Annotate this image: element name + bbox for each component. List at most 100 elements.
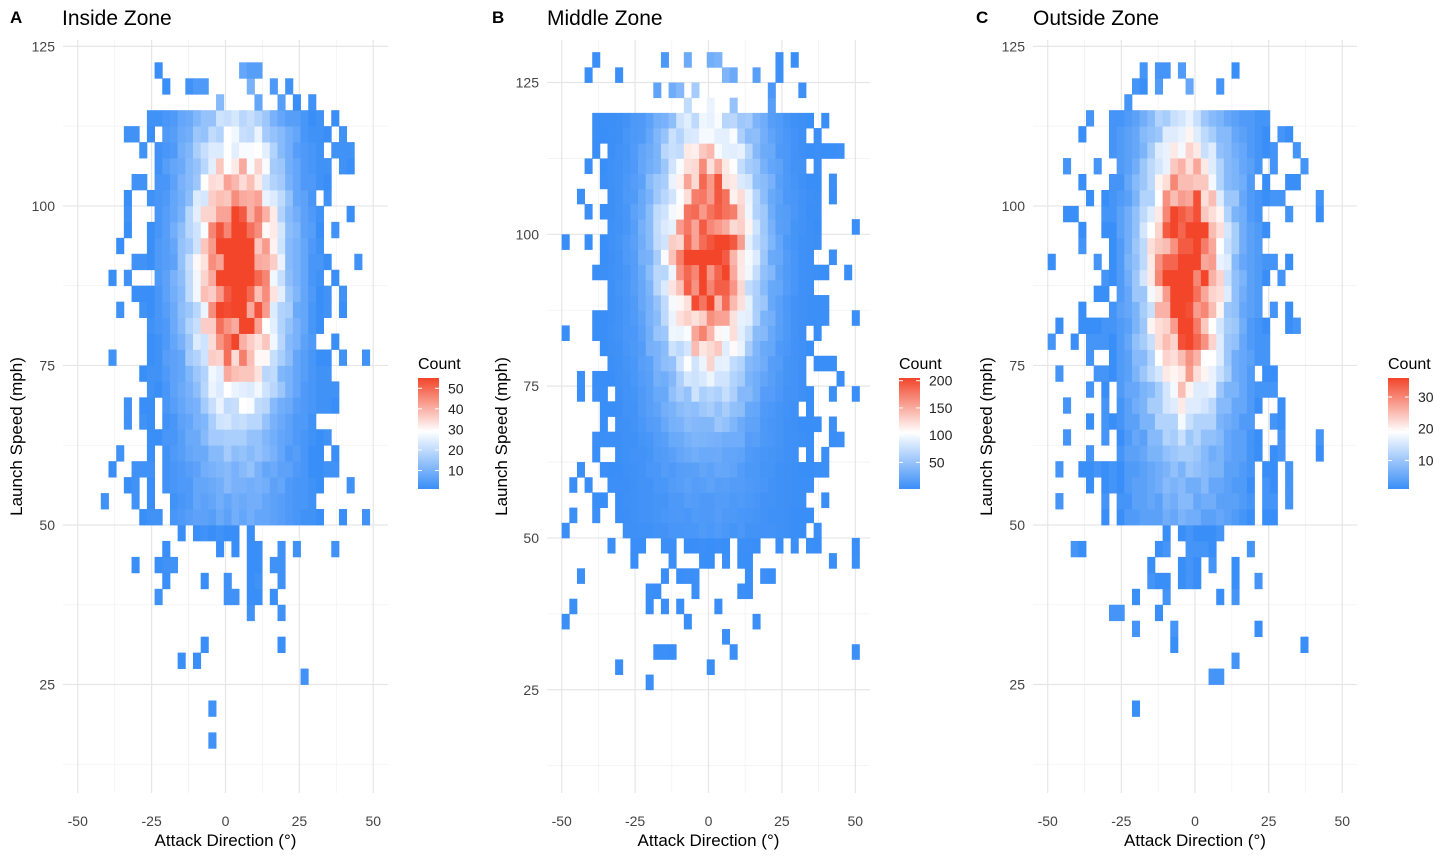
heatmap-tile: [1139, 253, 1148, 271]
heatmap-tile: [1285, 174, 1294, 191]
heatmap-tile: [216, 285, 225, 303]
heatmap-tile: [1131, 174, 1141, 191]
heatmap-tile: [1269, 381, 1278, 398]
heatmap-tile: [1154, 493, 1163, 510]
heatmap-tile: [1254, 237, 1263, 255]
heatmap-tile: [300, 221, 309, 239]
heatmap-tile: [1231, 205, 1240, 223]
heatmap-tile: [1124, 253, 1133, 271]
heatmap-tile: [798, 370, 807, 387]
heatmap-tile: [729, 143, 738, 159]
heatmap-tile: [638, 295, 647, 311]
heatmap-tile: [1170, 461, 1179, 478]
heatmap-tile: [262, 365, 271, 382]
heatmap-tile: [638, 264, 647, 281]
heatmap-tile: [1185, 253, 1194, 271]
heatmap-tile: [223, 158, 232, 175]
heatmap-tile: [622, 446, 631, 463]
heatmap-tile: [1131, 285, 1141, 303]
heatmap-tile: [277, 604, 286, 622]
heatmap-tile: [676, 446, 685, 463]
heatmap-tile: [308, 285, 317, 303]
heatmap-tile: [169, 126, 179, 143]
heatmap-tile: [622, 462, 631, 478]
heatmap-tile: [285, 397, 294, 414]
heatmap-tile: [744, 143, 753, 159]
heatmap-tile: [1170, 269, 1179, 287]
heatmap-tile: [660, 112, 669, 129]
heatmap-tile: [208, 333, 217, 350]
heatmap-tile: [262, 285, 271, 303]
heatmap-tile: [821, 355, 830, 372]
heatmap-tile: [1108, 174, 1118, 191]
heatmap-tile: [1101, 429, 1110, 446]
legend-title: Count: [899, 356, 942, 373]
heatmap-tile: [691, 295, 700, 311]
heatmap-tile: [813, 522, 822, 539]
heatmap-tile: [285, 269, 294, 287]
heatmap-tile: [622, 416, 631, 433]
heatmap-tile: [292, 381, 301, 398]
heatmap-tile: [744, 249, 753, 266]
heatmap-tile: [1254, 126, 1263, 143]
heatmap-tile: [1223, 429, 1232, 446]
heatmap-tile: [323, 461, 332, 478]
heatmap-tile: [1162, 461, 1171, 478]
heatmap-tile: [1246, 333, 1255, 350]
heatmap-tile: [790, 188, 799, 205]
heatmap-tile: [1101, 333, 1110, 350]
heatmap-tile: [1078, 237, 1087, 255]
heatmap-tile: [185, 189, 194, 207]
legend-colorbar: [1388, 378, 1409, 489]
heatmap-tile: [277, 556, 286, 574]
heatmap-tile: [790, 507, 799, 524]
heatmap-tile: [607, 158, 616, 174]
heatmap-tile: [131, 253, 140, 271]
heatmap-tile: [1269, 253, 1278, 271]
heatmap-tile: [760, 143, 769, 159]
heatmap-tile: [813, 537, 822, 554]
heatmap-tile: [1108, 413, 1118, 430]
heatmap-tile: [790, 477, 799, 493]
heatmap-tile: [691, 249, 700, 266]
x-tick-label: 25: [774, 813, 790, 829]
heatmap-tile: [1185, 509, 1194, 526]
heatmap-tile: [638, 158, 647, 174]
heatmap-tile: [315, 397, 324, 414]
heatmap-tile: [1147, 445, 1156, 462]
heatmap-tile: [331, 110, 340, 127]
heatmap-tile: [783, 188, 792, 205]
heatmap-tile: [1254, 429, 1263, 446]
heatmap-tile: [292, 477, 301, 494]
heatmap-tile: [231, 493, 240, 510]
heatmap-tile: [699, 234, 708, 250]
heatmap-tile: [146, 189, 155, 207]
heatmap-tile: [277, 381, 286, 398]
heatmap-tile: [123, 477, 132, 494]
heatmap-tile: [615, 325, 624, 341]
heatmap-tile: [216, 221, 225, 239]
heatmap-tile: [315, 205, 324, 223]
heatmap-tile: [691, 537, 700, 554]
heatmap-tile: [1116, 205, 1125, 223]
heatmap-tile: [722, 143, 731, 159]
heatmap-tile: [1216, 205, 1225, 223]
heatmap-tile: [1216, 253, 1225, 271]
heatmap-tile: [262, 333, 271, 350]
heatmap-tile: [1147, 285, 1156, 303]
legend-tick-label: 20: [448, 442, 464, 458]
heatmap-tile: [1239, 253, 1248, 271]
heatmap-tile: [691, 173, 700, 190]
heatmap-tile: [216, 333, 225, 350]
heatmap-tile: [139, 509, 148, 526]
heatmap-tile: [760, 446, 769, 463]
heatmap-tile: [1223, 205, 1232, 223]
heatmap-tile: [668, 492, 677, 508]
heatmap-tile: [169, 397, 179, 414]
heatmap-tile: [668, 203, 677, 220]
heatmap-tile: [254, 285, 263, 303]
heatmap-tile: [706, 325, 715, 341]
heatmap-tile: [744, 462, 753, 478]
heatmap-tile: [346, 142, 355, 159]
heatmap-tile: [1139, 461, 1148, 478]
